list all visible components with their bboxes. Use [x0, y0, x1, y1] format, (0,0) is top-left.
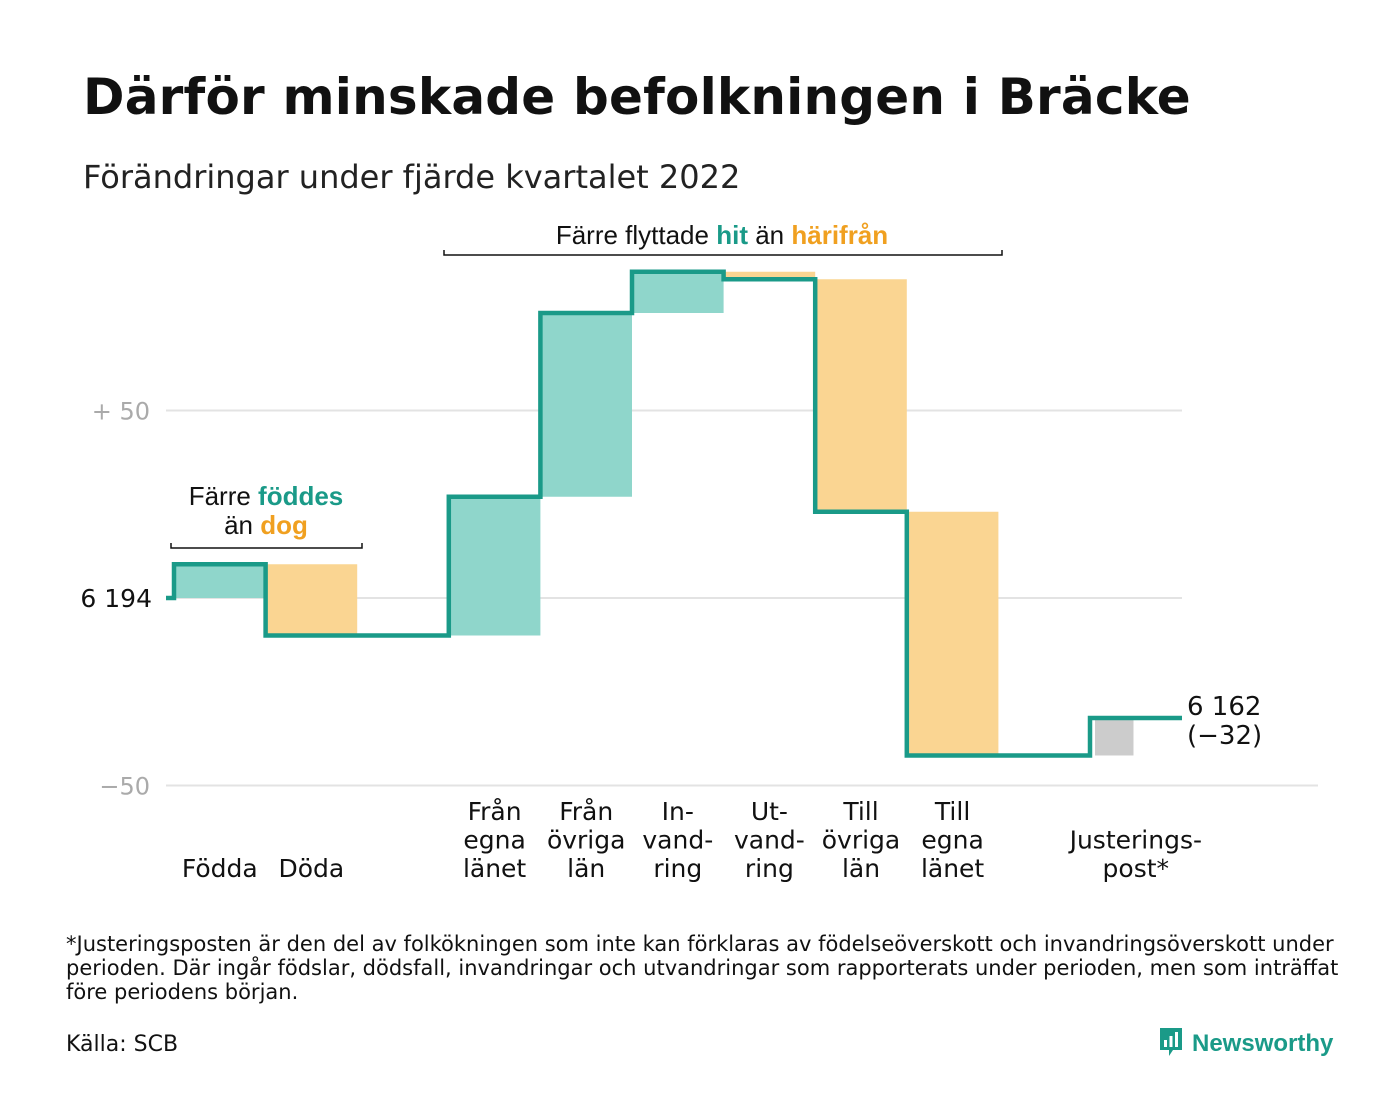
- start-value-label: 6 194: [80, 584, 152, 613]
- annotation-part: än: [748, 220, 791, 250]
- annotation-part: dog: [260, 510, 308, 540]
- category-label: länet: [463, 854, 526, 883]
- category-label: ring: [745, 854, 794, 883]
- bar-increase: [540, 313, 632, 497]
- category-label: län: [842, 854, 880, 883]
- annotation-births-bracket: [170, 543, 363, 549]
- y-tick-label: −50: [99, 773, 150, 801]
- category-label: egna: [463, 826, 525, 855]
- category-label: vand-: [734, 826, 805, 855]
- annotation-moves-line: Färre flyttade hit än härifrån: [556, 220, 888, 250]
- annotation-part: Färre flyttade: [556, 220, 716, 250]
- bar-increase: [632, 271, 724, 313]
- category-label: övriga: [547, 826, 626, 855]
- category-label: vand-: [642, 826, 713, 855]
- bar-increase: [174, 564, 266, 598]
- category-label: Ut-: [751, 797, 788, 826]
- cumulative-step-line: [166, 269, 1182, 758]
- bar-decrease: [906, 511, 999, 756]
- category-label: post*: [1103, 854, 1170, 883]
- annotation-part: härifrån: [791, 220, 888, 250]
- newsworthy-chart-icon: [1158, 1026, 1184, 1062]
- category-label: ring: [653, 854, 702, 883]
- category-label: Från: [468, 797, 522, 826]
- bar-increase: [448, 496, 541, 636]
- category-label: Döda: [279, 854, 345, 883]
- category-label: Från: [559, 797, 613, 826]
- newsworthy-logo: Newsworthy: [1158, 1026, 1333, 1062]
- category-label: Justerings-: [1068, 826, 1202, 855]
- brand-name: Newsworthy: [1192, 1030, 1334, 1057]
- annotation-births-line1: Färre föddes: [189, 481, 344, 511]
- chart-title: Därför minskade befolkningen i Bräcke: [83, 68, 1191, 126]
- y-tick-label: + 50: [92, 398, 150, 426]
- annotation-part: Färre: [189, 481, 258, 511]
- category-label: Till: [934, 797, 970, 826]
- category-label: övriga: [822, 826, 901, 855]
- category-label: egna: [921, 826, 983, 855]
- category-label: Till: [842, 797, 878, 826]
- annotation-moves-bracket: [443, 250, 1003, 256]
- footnote: *Justeringsposten är den del av folkökni…: [66, 932, 1339, 1004]
- category-label: In-: [662, 797, 694, 826]
- bar-adjustment: [1095, 718, 1134, 756]
- category-label: län: [567, 854, 605, 883]
- chart-subtitle: Förändringar under fjärde kvartalet 2022: [83, 158, 741, 196]
- end-change-label: (−32): [1187, 721, 1262, 751]
- bar-decrease: [723, 271, 816, 280]
- source-note: Källa: SCB: [66, 1032, 179, 1057]
- annotation-part: hit: [716, 220, 748, 250]
- category-label: länet: [921, 854, 984, 883]
- annotation-part: föddes: [258, 481, 343, 511]
- annotation-part: än: [224, 510, 260, 540]
- category-label: Födda: [182, 854, 258, 883]
- bar-decrease: [815, 279, 907, 512]
- end-value-label: 6 162: [1187, 692, 1261, 722]
- annotation-births-line2: än dog: [224, 510, 308, 540]
- bar-decrease: [265, 564, 358, 636]
